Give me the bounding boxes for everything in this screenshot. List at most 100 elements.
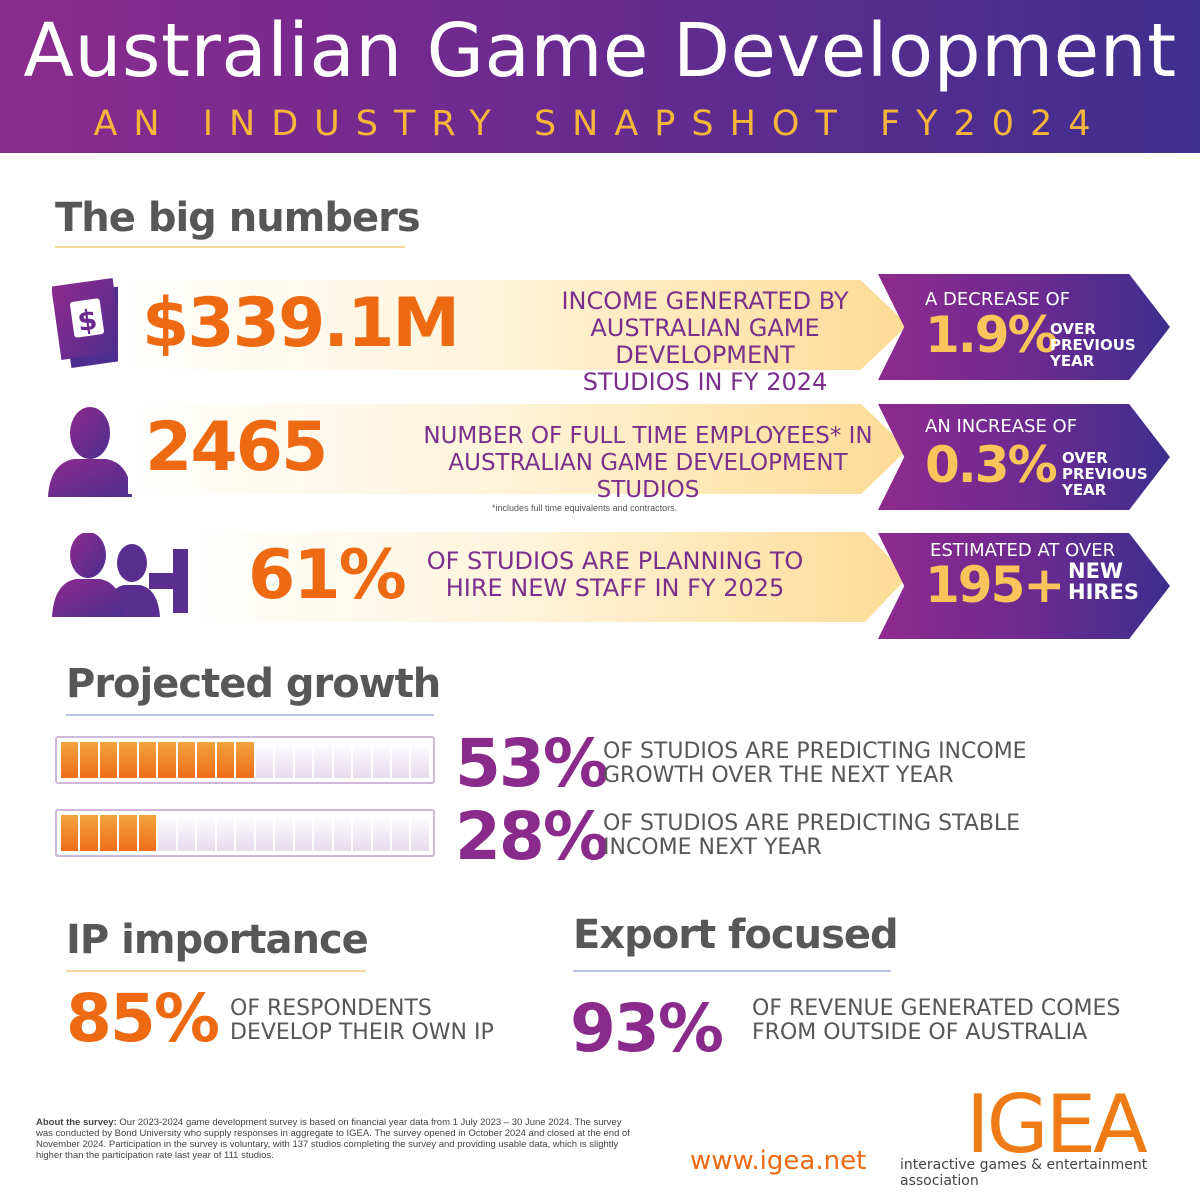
website-link[interactable]: www.igea.net — [690, 1146, 867, 1176]
add-people-icon — [52, 533, 213, 617]
desc-line: AUSTRALIAN GAME DEVELOPMENT — [590, 314, 820, 369]
section-title-big-numbers: The big numbers — [55, 195, 421, 241]
bar-segment-empty — [372, 742, 390, 778]
stable-percent: 28% — [455, 798, 609, 875]
stable-description: OF STUDIOS ARE PREDICTING STABLE INCOME … — [603, 812, 1020, 860]
desc-line: FROM OUTSIDE OF AUSTRALIA — [752, 1020, 1088, 1045]
bar-segment-empty — [197, 815, 215, 851]
export-description: OF REVENUE GENERATED COMES FROM OUTSIDE … — [752, 997, 1120, 1045]
header-banner: Australian Game Development AN INDUSTRY … — [0, 0, 1200, 153]
employees-value: 2465 — [145, 408, 328, 487]
bar-segment-empty — [158, 815, 176, 851]
desc-line: OF STUDIOS ARE PLANNING TO — [426, 547, 804, 575]
bar-segment-empty — [333, 815, 352, 851]
bar-segment-empty — [391, 742, 410, 778]
bar-segment-filled — [138, 742, 157, 778]
desc-line: OF REVENUE GENERATED COMES — [752, 996, 1121, 1021]
page-title: Australian Game Development — [23, 8, 1177, 94]
stat-band — [128, 404, 908, 494]
income-description: INCOME GENERATED BY AUSTRALIAN GAME DEVE… — [505, 288, 905, 396]
bar-segment-filled — [216, 742, 235, 778]
desc-line: AUSTRALIAN GAME DEVELOPMENT STUDIOS — [448, 450, 848, 503]
section-title-export-focused: Export focused — [573, 912, 899, 958]
growth-percent: 53% — [455, 725, 609, 802]
survey-text: Our 2023-2024 game development survey is… — [36, 1117, 630, 1161]
bar-segment-empty — [255, 815, 274, 851]
bar-segment-filled — [119, 815, 137, 851]
stat-band — [118, 280, 908, 370]
hiring-description: OF STUDIOS ARE PLANNING TO HIRE NEW STAF… — [405, 548, 825, 602]
money-icon: $ — [52, 278, 133, 368]
change-arrow — [878, 404, 1170, 510]
page-subtitle: AN INDUSTRY SNAPSHOT FY2024 — [93, 104, 1107, 144]
bar-segment-filled — [138, 815, 157, 851]
logo-tagline: interactive games & entertainment associ… — [900, 1157, 1148, 1189]
desc-line: INCOME GENERATED BY — [561, 287, 849, 315]
change-arrow — [878, 533, 1170, 639]
bar-segment-empty — [353, 815, 371, 851]
arrow-side-text: NEW HIRES — [1068, 559, 1140, 604]
export-percent: 93% — [570, 990, 724, 1067]
bar-segment-filled — [158, 742, 176, 778]
stable-progress-bar — [55, 809, 435, 857]
bar-segment-empty — [275, 815, 293, 851]
desc-line: OF STUDIOS ARE PREDICTING INCOME — [603, 739, 1027, 764]
stat-band — [188, 532, 908, 622]
ip-percent: 85% — [66, 980, 220, 1057]
desc-line: NUMBER OF FULL TIME EMPLOYEES* IN — [423, 423, 873, 449]
arrow-caption: AN INCREASE OF — [925, 416, 1078, 437]
bar-segment-empty — [391, 815, 410, 851]
arrow-caption: ESTIMATED AT OVER — [930, 540, 1116, 561]
bar-segment-filled — [61, 815, 79, 851]
hiring-value: 61% — [248, 536, 407, 615]
growth-description: OF STUDIOS ARE PREDICTING INCOME GROWTH … — [603, 740, 1027, 788]
bar-segment-empty — [353, 742, 371, 778]
bar-segment-empty — [372, 815, 390, 851]
svg-text:$: $ — [75, 303, 99, 338]
arrow-caption: A DECREASE OF — [925, 289, 1071, 310]
bar-segment-filled — [61, 742, 79, 778]
bar-segment-empty — [216, 815, 235, 851]
bar-segment-empty — [255, 742, 274, 778]
desc-line: OF STUDIOS ARE PREDICTING STABLE — [603, 811, 1021, 836]
survey-note: About the survey: Our 2023-2024 game dev… — [36, 1117, 636, 1161]
section-rule — [573, 970, 891, 972]
desc-line: STUDIOS IN FY 2024 — [582, 368, 828, 396]
bar-segment-filled — [99, 742, 118, 778]
change-percent: 0.3% — [925, 436, 1058, 494]
bar-segment-empty — [294, 815, 313, 851]
bar-segment-empty — [411, 742, 429, 778]
footnote: *includes full time equivalents and cont… — [492, 503, 678, 513]
bar-segment-filled — [119, 742, 137, 778]
person-icon — [48, 407, 132, 497]
bar-segment-filled — [99, 815, 118, 851]
section-rule — [66, 714, 434, 716]
section-rule — [55, 246, 405, 248]
arrow-side-text: OVER PREVIOUS YEAR — [1062, 449, 1148, 499]
bar-segment-empty — [411, 815, 429, 851]
growth-progress-bar — [55, 736, 435, 784]
desc-line: DEVELOP THEIR OWN IP — [230, 1020, 494, 1045]
change-percent: 1.9% — [925, 306, 1058, 364]
bar-segment-filled — [197, 742, 215, 778]
section-title-projected-growth: Projected growth — [66, 661, 441, 707]
bar-segment-empty — [177, 815, 196, 851]
bar-segment-empty — [294, 742, 313, 778]
bar-segment-filled — [236, 742, 254, 778]
bar-segment-filled — [177, 742, 196, 778]
section-title-ip-importance: IP importance — [66, 917, 369, 963]
change-arrow — [878, 274, 1170, 380]
desc-line: GROWTH OVER THE NEXT YEAR — [603, 763, 954, 788]
bar-segment-empty — [275, 742, 293, 778]
bar-segment-empty — [314, 742, 332, 778]
bar-segment-empty — [314, 815, 332, 851]
ip-description: OF RESPONDENTS DEVELOP THEIR OWN IP — [230, 997, 494, 1045]
arrow-side-text: OVER PREVIOUS YEAR — [1050, 320, 1136, 370]
survey-label: About the survey: — [36, 1117, 117, 1128]
income-value: $339.1M — [142, 284, 460, 363]
section-rule — [66, 970, 366, 972]
employees-description: NUMBER OF FULL TIME EMPLOYEES* IN AUSTRA… — [398, 423, 898, 504]
desc-line: OF RESPONDENTS — [230, 996, 432, 1021]
bar-segment-filled — [80, 742, 98, 778]
desc-line: INCOME NEXT YEAR — [603, 835, 822, 860]
